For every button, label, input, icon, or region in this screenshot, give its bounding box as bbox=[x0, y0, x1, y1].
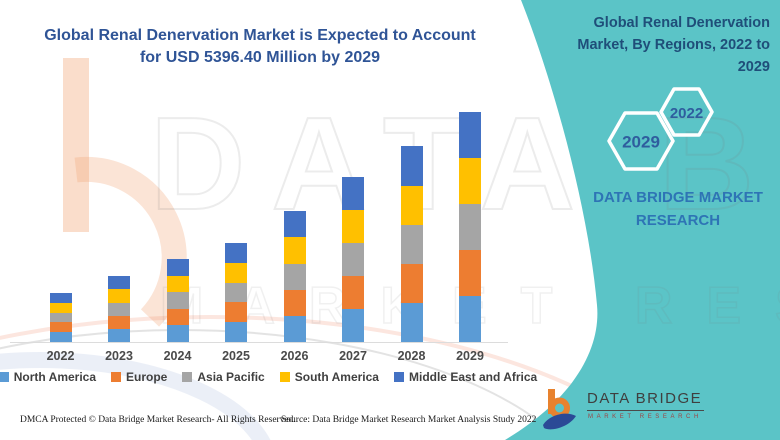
bar-segment-2028 bbox=[400, 185, 423, 225]
bar-segment-2027 bbox=[342, 243, 364, 277]
bar-segment-2029 bbox=[459, 158, 481, 204]
bar-segment-2023 bbox=[108, 276, 130, 290]
x-axis-label-2023: 2023 bbox=[105, 349, 133, 363]
footer-source: Source: Data Bridge Market Research Mark… bbox=[281, 415, 537, 425]
legend-label: Asia Pacific bbox=[197, 370, 265, 384]
hexagon-2022 bbox=[659, 87, 714, 137]
stacked-bar-2022 bbox=[49, 293, 72, 342]
chart-title: Global Renal Denervation Market is Expec… bbox=[44, 27, 476, 66]
bar-segment-2027 bbox=[342, 276, 364, 310]
bar-segment-2022 bbox=[49, 302, 72, 313]
bar-segment-2029 bbox=[459, 250, 481, 296]
chart-legend: North America Europe Asia Pacific South Ame… bbox=[0, 370, 537, 384]
bar-segment-2024 bbox=[166, 292, 189, 309]
legend-item: Europe bbox=[111, 370, 167, 384]
x-axis-label-2022: 2022 bbox=[46, 349, 75, 363]
legend-label: Europe bbox=[126, 370, 168, 384]
bar-segment-2026 bbox=[283, 263, 306, 290]
x-axis-line bbox=[10, 342, 508, 343]
x-axis-label-2029: 2029 bbox=[456, 349, 484, 363]
bar-segment-2023 bbox=[108, 315, 130, 329]
bar-segment-2025 bbox=[225, 322, 247, 342]
bar-segment-2026 bbox=[283, 237, 306, 264]
stacked-bar-2028 bbox=[400, 146, 423, 342]
footer-copyright: DMCA Protected © Data Bridge Market Rese… bbox=[20, 415, 296, 425]
bar-segment-2024 bbox=[166, 308, 189, 326]
bar-segment-2024 bbox=[166, 275, 189, 293]
legend-swatch bbox=[182, 372, 193, 382]
bar-segment-2025 bbox=[225, 243, 247, 263]
legend-item: Asia Pacific bbox=[182, 370, 265, 384]
bar-segment-2026 bbox=[283, 211, 306, 238]
bar-segment-2025 bbox=[225, 282, 247, 303]
data-bridge-logo-icon bbox=[543, 389, 576, 430]
panel-title: Global Renal Denervation Market, By Regi… bbox=[577, 15, 770, 75]
legend-swatch bbox=[393, 372, 404, 382]
bar-segment-2028 bbox=[400, 146, 423, 186]
bar-segment-2022 bbox=[49, 332, 72, 342]
bar-segment-2023 bbox=[108, 289, 130, 303]
stacked-bar-2023 bbox=[108, 276, 130, 342]
hexagon-2022-label: 2022 bbox=[670, 105, 703, 122]
logo-text-block: DATA BRIDGE MARKET RESEARCH bbox=[587, 388, 705, 420]
hexagon-2029 bbox=[607, 111, 675, 171]
x-axis-label-2024: 2024 bbox=[163, 349, 192, 363]
legend-item: South America bbox=[279, 370, 379, 384]
bar-segment-2028 bbox=[400, 224, 423, 264]
bar-segment-2028 bbox=[400, 302, 423, 342]
logo-swoosh bbox=[543, 413, 576, 430]
bar-segment-2027 bbox=[342, 177, 364, 211]
x-axis-label-2025: 2025 bbox=[222, 349, 250, 363]
stacked-bar-2024 bbox=[166, 259, 189, 342]
legend-label: South America bbox=[294, 370, 379, 384]
hexagon-badges: 2022 2029 bbox=[607, 87, 714, 171]
hexagon-2029-label: 2029 bbox=[622, 133, 660, 152]
data-bridge-logo: DATA BRIDGE MARKET RESEARCH bbox=[542, 388, 705, 432]
legend-swatch bbox=[111, 372, 122, 382]
bar-segment-2027 bbox=[342, 210, 364, 244]
bar-segment-2023 bbox=[108, 302, 130, 316]
bar-segment-2028 bbox=[400, 263, 423, 303]
legend-swatch bbox=[0, 372, 9, 382]
legend-swatch bbox=[279, 372, 290, 382]
logo-name: DATA BRIDGE bbox=[587, 388, 705, 411]
legend-item: North America bbox=[0, 370, 96, 384]
stacked-bar-2029 bbox=[459, 112, 481, 342]
bar-segment-2029 bbox=[459, 204, 481, 250]
plot-area bbox=[0, 112, 515, 343]
x-axis-label-2028: 2028 bbox=[397, 349, 426, 363]
bar-segment-2027 bbox=[342, 309, 364, 342]
bar-segment-2025 bbox=[225, 262, 247, 283]
bar-segment-2022 bbox=[49, 293, 72, 303]
bar-segment-2024 bbox=[166, 325, 189, 342]
stacked-bar-2025 bbox=[225, 243, 247, 342]
x-axis-label-2027: 2027 bbox=[339, 349, 367, 363]
stacked-bar-2026 bbox=[283, 211, 306, 342]
bar-segment-2026 bbox=[283, 289, 306, 316]
legend-label: Middle East and Africa bbox=[408, 370, 538, 384]
bar-segment-2026 bbox=[283, 315, 306, 342]
bar-segment-2029 bbox=[459, 112, 481, 158]
logo-b-bowl bbox=[549, 397, 570, 419]
panel-brand-text: DATA BRIDGE MARKET RESEARCH bbox=[593, 189, 763, 229]
bar-segment-2022 bbox=[49, 322, 72, 333]
stacked-bar-2027 bbox=[342, 177, 364, 342]
bar-segment-2023 bbox=[108, 328, 130, 342]
logo-tagline: MARKET RESEARCH bbox=[588, 414, 702, 420]
bar-segment-2022 bbox=[49, 312, 72, 323]
legend-item: Middle East and Africa bbox=[393, 370, 538, 384]
bar-segment-2025 bbox=[225, 302, 247, 323]
x-axis-labels: 2022 2023 2024 2025 2026 2027 2028 2029 bbox=[0, 349, 515, 365]
legend-label: North America bbox=[13, 370, 97, 384]
bar-segment-2024 bbox=[166, 259, 189, 276]
x-axis-label-2026: 2026 bbox=[280, 349, 309, 363]
bar-segment-2029 bbox=[459, 296, 481, 342]
